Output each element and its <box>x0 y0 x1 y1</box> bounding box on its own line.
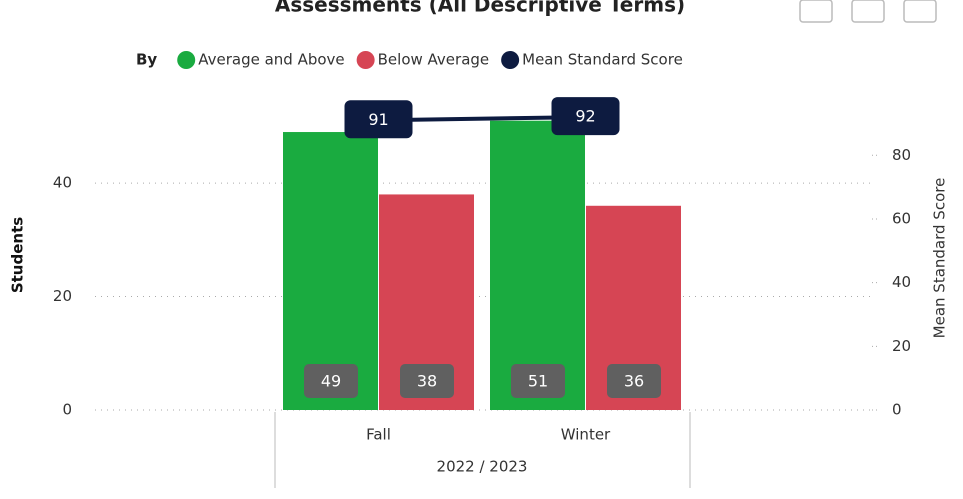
data-label-box <box>344 100 413 139</box>
legend-item: Below Average <box>356 51 490 69</box>
y-tick-label: 40 <box>53 174 72 192</box>
data-label-box <box>400 364 454 398</box>
pin-icon[interactable] <box>799 0 833 23</box>
legend-swatch <box>501 51 520 69</box>
legend-item: Mean Standard Score <box>501 51 683 69</box>
legend-swatch <box>177 51 196 69</box>
y2-axis-title: Mean Standard Score <box>931 178 949 339</box>
data-label: 91 <box>368 110 388 129</box>
category-group-label: 2022 / 2023 <box>437 458 528 476</box>
data-label-box <box>551 97 620 136</box>
data-label: 49 <box>321 372 341 391</box>
toolbar <box>799 0 937 23</box>
chart-title: Assessments (All Descriptive Terms) <box>275 0 685 17</box>
legend-item: Average and Above <box>177 51 345 69</box>
bar <box>283 132 378 410</box>
x-tick-label: Winter <box>561 426 611 444</box>
data-label-box <box>304 364 358 398</box>
x-tick-label: Fall <box>366 426 391 444</box>
y-tick-label: 0 <box>62 401 72 419</box>
y2-tick-label: 0 <box>892 401 902 419</box>
data-label: 38 <box>417 372 437 391</box>
legend-label: Average and Above <box>198 51 344 69</box>
data-label-box <box>511 364 565 398</box>
line-series <box>378 115 586 123</box>
y2-tick-label: 60 <box>892 209 911 227</box>
y2-tick-label: 40 <box>892 273 911 291</box>
y2-tick-label: 20 <box>892 337 911 355</box>
y-axis-title: Students <box>9 217 27 293</box>
data-label: 92 <box>575 107 595 126</box>
data-label: 51 <box>528 372 548 391</box>
y2-tick-label: 80 <box>892 146 911 164</box>
bar <box>490 120 585 410</box>
legend-title: By <box>136 51 157 69</box>
legend-label: Mean Standard Score <box>522 51 683 69</box>
legend-swatch <box>356 51 375 69</box>
data-label: 36 <box>624 372 644 391</box>
copy-icon[interactable] <box>851 0 885 23</box>
y-tick-label: 20 <box>53 287 72 305</box>
data-label-box <box>607 364 661 398</box>
focus-icon[interactable] <box>903 0 937 23</box>
legend-label: Below Average <box>378 51 490 69</box>
